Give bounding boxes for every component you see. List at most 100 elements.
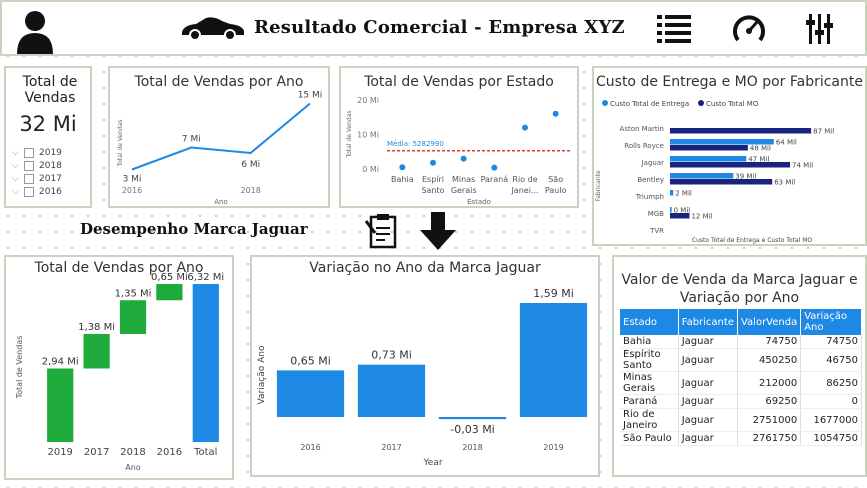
chart-title: Total de Vendas por Estado <box>364 74 554 90</box>
car-icon <box>182 17 244 41</box>
chart-title: Custo de Entrega e MO por Fabricante <box>596 74 863 90</box>
bar <box>519 303 588 417</box>
bar <box>357 364 426 417</box>
bar <box>670 190 674 196</box>
chevron-down-icon[interactable]: ⌵ <box>12 186 19 197</box>
bar <box>670 162 791 168</box>
legend-label: Custo Total de Entrega <box>610 100 689 108</box>
tick-label: Gerais <box>451 186 477 195</box>
tick-label: Santo <box>421 186 444 195</box>
x-axis-label: Year <box>422 458 442 468</box>
page-title: Resultado Comercial - Empresa XYZ <box>254 17 625 38</box>
table-cell: 2751000 <box>737 408 802 432</box>
chart-title: Variação no Ano da Marca Jaguar <box>309 260 541 276</box>
kpi-title: Total de Vendas <box>22 74 78 106</box>
tick-label: Espíri <box>422 175 444 184</box>
slicer-item[interactable]: ⌵ 2016 <box>12 185 62 198</box>
table-cell: 212000 <box>737 371 802 395</box>
tick-label: Total <box>193 447 217 458</box>
table-row: Bahia Jaguar 74750 74750 <box>620 335 862 349</box>
slicer-item[interactable]: ⌵ 2017 <box>12 172 62 185</box>
bar <box>83 334 110 369</box>
slicer-label: 2017 <box>39 173 62 184</box>
data-label: 39 Mil <box>735 173 756 181</box>
tick-label: Triumph <box>635 193 664 201</box>
checkbox[interactable] <box>24 173 34 184</box>
tick-label: TVR <box>649 227 664 235</box>
tick-label: MGB <box>648 210 664 218</box>
slicer-item[interactable]: ⌵ 2019 <box>12 146 62 159</box>
data-label: 0 Mil <box>674 207 691 215</box>
bar <box>670 156 747 162</box>
tick-label: Janei... <box>510 186 538 195</box>
tick-label: Paulo <box>545 186 567 195</box>
variation-chart: 0,65 Mi 2016 0,73 Mi 2017 -0,03 Mi 2018 1,59 M… <box>257 287 588 468</box>
legend-marker <box>698 100 704 106</box>
tick-label: 2018 <box>462 443 482 452</box>
bar <box>276 370 345 417</box>
tick-label: Aston Martin <box>620 125 664 133</box>
line-chart: 3 Mi 7 Mi 6 Mi 15 Mi 2016 2018 Ano Total de Ven… <box>117 91 322 207</box>
data-label: 6,32 Mi <box>187 272 224 283</box>
bar <box>438 417 507 420</box>
table-cell: Espírito Santo <box>620 348 679 372</box>
x-axis-label: Estado <box>467 198 491 206</box>
checkbox[interactable] <box>24 186 34 197</box>
checkbox[interactable] <box>24 160 34 171</box>
sliders-icon[interactable] <box>806 12 838 46</box>
waterfall-chart: 2,94 Mi 2019 1,38 Mi 2017 1,35 Mi 2018 0,65 Mi… <box>15 272 224 472</box>
chevron-down-icon[interactable]: ⌵ <box>12 160 19 171</box>
column-header[interactable]: Variação Ano <box>800 309 862 335</box>
data-label: 63 Mil <box>774 179 795 187</box>
mean-label: Média: 5282990 <box>387 140 444 148</box>
table-cell: Bahia <box>620 335 679 349</box>
data-label: 0,65 Mi <box>151 272 188 283</box>
legend-label: Custo Total MO <box>706 100 759 108</box>
tick-label: 2016 <box>300 443 320 452</box>
tick-label: Paraná <box>481 175 509 184</box>
table-cell: Jaguar <box>678 371 738 395</box>
table-cell: 46750 <box>800 348 862 372</box>
tick-label: São <box>548 175 563 184</box>
column-header[interactable]: Fabricante <box>678 309 738 335</box>
slicer-item[interactable]: ⌵ 2018 <box>12 159 62 172</box>
bar <box>119 300 147 334</box>
data-label: 64 Mil <box>776 139 797 147</box>
chevron-down-icon[interactable]: ⌵ <box>12 147 19 158</box>
clipboard-icon <box>364 214 397 249</box>
hbar-chart-panel: Custo de Entrega e MO por Fabricante Cus… <box>592 66 867 246</box>
table-cell: Jaguar <box>678 335 738 349</box>
table-cell: Jaguar <box>678 348 738 372</box>
bar <box>192 284 219 442</box>
table-cell: São Paulo <box>620 431 679 446</box>
tick-label: Bahia <box>391 175 414 184</box>
data-point <box>460 155 467 162</box>
table-cell: Jaguar <box>678 408 738 432</box>
chevron-down-icon[interactable]: ⌵ <box>12 173 19 184</box>
kpi-value: 32 Mi <box>19 112 77 136</box>
kpi-card: Total de Vendas 32 Mi ⌵ 2019 ⌵ 2018 ⌵ 2017 ⌵ 20… <box>4 66 92 208</box>
column-header[interactable]: ValorVenda <box>737 309 802 335</box>
data-label: 0,65 Mi <box>290 354 331 367</box>
tick-label: 2018 <box>120 447 145 458</box>
year-slicer[interactable]: ⌵ 2019 ⌵ 2018 ⌵ 2017 ⌵ 2016 <box>12 146 62 198</box>
series-line <box>131 102 311 171</box>
data-point <box>399 164 406 171</box>
user-icon[interactable] <box>14 8 56 54</box>
column-header[interactable]: Estado <box>620 309 679 335</box>
bar <box>670 173 734 179</box>
data-label: 12 Mil <box>691 213 712 221</box>
checkbox[interactable] <box>24 147 34 158</box>
table-cell: 0 <box>800 394 862 409</box>
speedometer-icon[interactable] <box>732 12 766 46</box>
slicer-label: 2016 <box>39 186 62 197</box>
table-title: Valor de Venda da Marca Jaguar e Variaçã… <box>621 272 858 306</box>
tick-label: 0 Mi <box>362 165 379 174</box>
data-point <box>522 124 528 131</box>
table-cell: 86250 <box>800 371 862 395</box>
table-cell: 74750 <box>800 335 862 349</box>
bar <box>670 145 748 151</box>
list-icon[interactable] <box>657 13 691 45</box>
y-axis-label: Variação Ano <box>257 345 267 404</box>
data-point <box>491 164 498 171</box>
